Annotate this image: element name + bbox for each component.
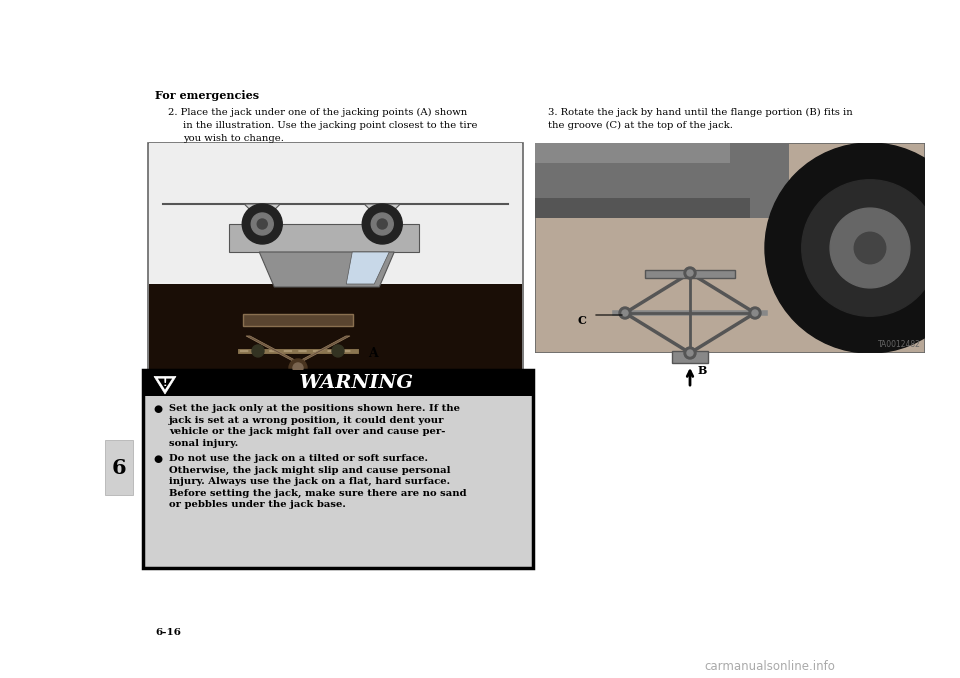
Bar (149, 284, 522, 395)
Text: 3. Rotate the jack by hand until the flange portion (B) fits in: 3. Rotate the jack by hand until the fla… (548, 108, 852, 117)
Polygon shape (364, 204, 400, 222)
Text: in the illustration. Use the jacking point closest to the tire: in the illustration. Use the jacking poi… (183, 121, 477, 130)
Bar (672, 351, 708, 363)
Circle shape (332, 345, 344, 357)
Polygon shape (259, 252, 395, 287)
Text: Otherwise, the jack might slip and cause personal: Otherwise, the jack might slip and cause… (169, 466, 450, 475)
Circle shape (802, 180, 938, 316)
Polygon shape (157, 378, 172, 390)
Bar (535, 143, 730, 163)
Circle shape (830, 208, 910, 288)
Polygon shape (154, 376, 176, 394)
Text: you wish to change.: you wish to change. (183, 134, 284, 143)
Text: Before setting the jack, make sure there are no sand: Before setting the jack, make sure there… (169, 489, 467, 498)
Polygon shape (244, 204, 280, 222)
Circle shape (622, 310, 628, 316)
Text: WARNING: WARNING (286, 374, 414, 392)
Circle shape (293, 363, 303, 373)
Bar (143, 370, 533, 396)
Circle shape (765, 143, 960, 353)
Text: Do not use the jack on a tilted or soft surface.: Do not use the jack on a tilted or soft … (169, 454, 428, 463)
Text: jack is set at a wrong position, it could dent your: jack is set at a wrong position, it coul… (169, 416, 444, 424)
Circle shape (362, 204, 402, 244)
Circle shape (257, 219, 267, 229)
Text: ●: ● (153, 404, 162, 414)
Text: 6-16: 6-16 (155, 628, 181, 637)
Polygon shape (347, 252, 389, 284)
Circle shape (749, 307, 761, 319)
Text: vehicle or the jack might fall over and cause per-: vehicle or the jack might fall over and … (169, 427, 445, 436)
Bar (148, 143, 523, 396)
Circle shape (752, 310, 758, 316)
Polygon shape (246, 336, 306, 366)
Circle shape (687, 350, 693, 356)
Text: 6: 6 (111, 458, 127, 477)
Bar (105, 440, 133, 495)
Text: sonal injury.: sonal injury. (169, 439, 238, 447)
Text: !: ! (163, 378, 167, 388)
Text: Set the jack only at the positions shown here. If the: Set the jack only at the positions shown… (169, 404, 460, 413)
Text: TA0012482: TA0012482 (878, 340, 921, 349)
Text: 2. Place the jack under one of the jacking points (A) shown: 2. Place the jack under one of the jacki… (168, 108, 468, 117)
Bar (645, 270, 735, 278)
Bar (535, 198, 750, 218)
Text: B: B (698, 365, 708, 376)
Circle shape (687, 270, 693, 276)
Bar (229, 224, 420, 252)
Circle shape (684, 267, 696, 279)
Circle shape (684, 347, 696, 359)
Bar (149, 143, 522, 282)
Circle shape (289, 359, 307, 377)
Circle shape (242, 204, 282, 244)
Circle shape (252, 213, 274, 235)
Text: TA0012479: TA0012479 (476, 383, 519, 392)
Text: the groove (C) at the top of the jack.: the groove (C) at the top of the jack. (548, 121, 732, 130)
Text: ●: ● (153, 454, 162, 464)
Circle shape (372, 213, 394, 235)
Bar (143, 370, 533, 568)
Text: carmanualsonline.info: carmanualsonline.info (705, 660, 835, 673)
Polygon shape (290, 336, 350, 366)
Bar (535, 143, 788, 218)
Text: A: A (368, 347, 377, 361)
Circle shape (619, 307, 631, 319)
Circle shape (377, 219, 387, 229)
Bar (535, 143, 925, 353)
Circle shape (252, 345, 264, 357)
Text: C: C (577, 315, 586, 327)
Bar (243, 314, 353, 326)
Text: For emergencies: For emergencies (155, 90, 259, 101)
Circle shape (854, 233, 886, 264)
Text: injury. Always use the jack on a flat, hard surface.: injury. Always use the jack on a flat, h… (169, 477, 450, 486)
Text: or pebbles under the jack base.: or pebbles under the jack base. (169, 500, 346, 509)
